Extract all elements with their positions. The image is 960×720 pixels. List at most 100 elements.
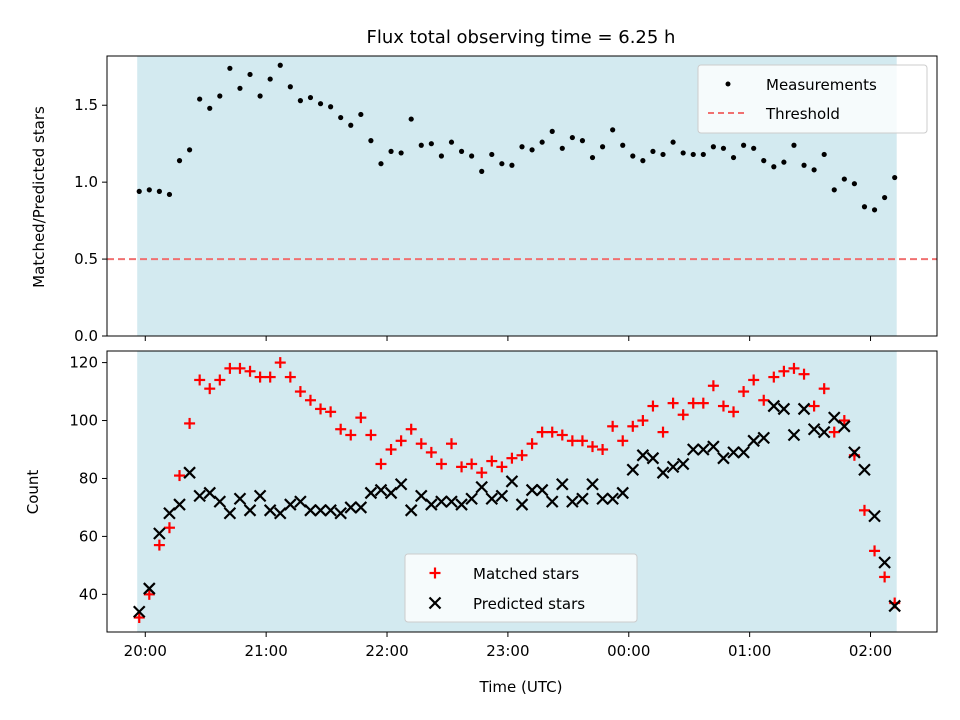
matched-star-point <box>395 435 407 447</box>
matched-star-point <box>516 449 528 461</box>
measurement-point <box>892 174 898 181</box>
measurement-point <box>418 142 424 148</box>
measurement-point <box>479 168 485 174</box>
matched-star-point <box>456 461 468 473</box>
predicted-star-point <box>686 443 700 456</box>
predicted-star-point <box>586 477 599 491</box>
matched-star-point <box>345 429 357 441</box>
matched-star-point <box>506 452 518 464</box>
measurement-point <box>217 93 223 99</box>
matched-star-point <box>879 571 891 583</box>
measurement-point <box>599 144 606 150</box>
ratio-legend: Measurements Threshold <box>697 64 928 134</box>
measurement-point <box>882 194 888 201</box>
measurement-point <box>650 148 656 154</box>
measurement-point <box>257 93 263 99</box>
predicted-star-point <box>485 492 499 506</box>
measurement-point <box>620 142 626 148</box>
predicted-star-point <box>707 440 720 453</box>
predicted-star-point <box>213 495 227 508</box>
legend-threshold-label: Threshold <box>765 105 840 123</box>
predicted-star-point <box>233 492 247 506</box>
ratio-panel: 0.0 0.5 1.0 1.5 Matched/Predicted stars Mea… <box>30 55 938 345</box>
matched-star-point <box>425 446 437 458</box>
measurement-point <box>348 122 354 128</box>
matched-star-point <box>224 362 236 374</box>
predicted-star-point <box>294 495 307 508</box>
matched-star-point <box>476 467 488 479</box>
predicted-star-point <box>656 466 670 479</box>
y-tick-label: 1.5 <box>74 96 98 114</box>
matched-star-point <box>597 443 609 455</box>
predicted-star-point <box>324 504 337 517</box>
matched-star-point <box>576 435 588 447</box>
measurement-point <box>358 111 364 118</box>
predicted-star-point <box>414 489 428 503</box>
matched-star-point <box>687 397 699 409</box>
measurement-point <box>408 116 414 122</box>
matched-star-point <box>486 455 498 467</box>
measurement-point <box>287 84 293 90</box>
x-tick-label: 01:00 <box>728 642 771 660</box>
predicted-star-point <box>475 480 488 494</box>
measurement-point <box>519 144 525 150</box>
predicted-star-point <box>556 477 569 491</box>
measurement-point <box>771 164 777 170</box>
matched-star-point <box>174 470 186 482</box>
y-tick-label: 60 <box>79 527 98 545</box>
legend-plus-glyph <box>429 567 441 579</box>
predicted-star-point <box>243 504 257 517</box>
matched-star-point <box>728 406 740 418</box>
measurement-point <box>297 98 303 104</box>
x-tick-label: 22:00 <box>365 642 408 660</box>
measurement-point <box>751 145 757 151</box>
measurement-point <box>821 151 827 158</box>
matched-star-point <box>194 374 206 386</box>
predicted-star-point <box>394 477 408 491</box>
matched-star-point <box>294 386 306 398</box>
measurement-point <box>781 159 787 165</box>
predicted-star-point <box>384 486 398 500</box>
predicted-star-point <box>868 509 881 523</box>
measurement-points <box>136 62 898 213</box>
predicted-star-point <box>354 501 368 514</box>
measurement-point <box>237 85 243 91</box>
predicted-star-point <box>435 495 448 508</box>
matched-star-point <box>315 403 327 415</box>
predicted-star-point <box>163 506 176 520</box>
matched-star-point <box>435 458 447 470</box>
measurement-point <box>700 151 706 158</box>
predicted-star-point <box>717 451 730 465</box>
x-tick-label: 23:00 <box>486 642 529 660</box>
count-y-ticks: 40 60 80 100 120 <box>69 354 107 603</box>
predicted-star-point <box>827 411 841 424</box>
predicted-star-point <box>203 486 217 500</box>
matched-star-point <box>828 426 840 438</box>
measurement-point <box>741 142 747 148</box>
legend-measurements-label: Measurements <box>766 76 877 94</box>
predicted-star-point <box>425 498 438 511</box>
measurement-point <box>509 162 515 168</box>
predicted-star-point <box>606 492 619 506</box>
matched-star-point <box>697 397 709 409</box>
matched-star-point <box>234 362 246 374</box>
matched-star-point <box>274 357 286 369</box>
legend-measurements-marker <box>725 81 731 87</box>
matched-star-point <box>526 438 538 450</box>
predicted-star-point <box>445 495 458 508</box>
matched-star-point <box>677 409 689 421</box>
predicted-star-point <box>888 599 901 613</box>
predicted-star-point <box>636 449 650 462</box>
predicted-star-point <box>153 527 166 540</box>
measurement-point <box>589 154 596 161</box>
matched-star-point <box>254 371 266 383</box>
predicted-star-point <box>535 483 549 497</box>
legend-matched-marker <box>429 567 441 579</box>
legend-x-glyph <box>428 596 442 610</box>
measurement-point <box>307 94 314 101</box>
predicted-star-point <box>455 498 468 511</box>
predicted-star-point <box>344 501 358 514</box>
measurement-point <box>378 161 384 167</box>
measurement-point <box>801 162 807 168</box>
matched-star-point <box>536 426 548 438</box>
